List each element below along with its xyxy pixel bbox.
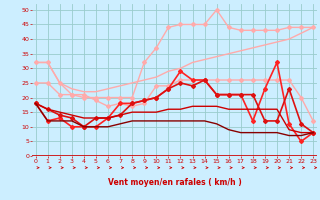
X-axis label: Vent moyen/en rafales ( km/h ): Vent moyen/en rafales ( km/h ) (108, 178, 241, 187)
